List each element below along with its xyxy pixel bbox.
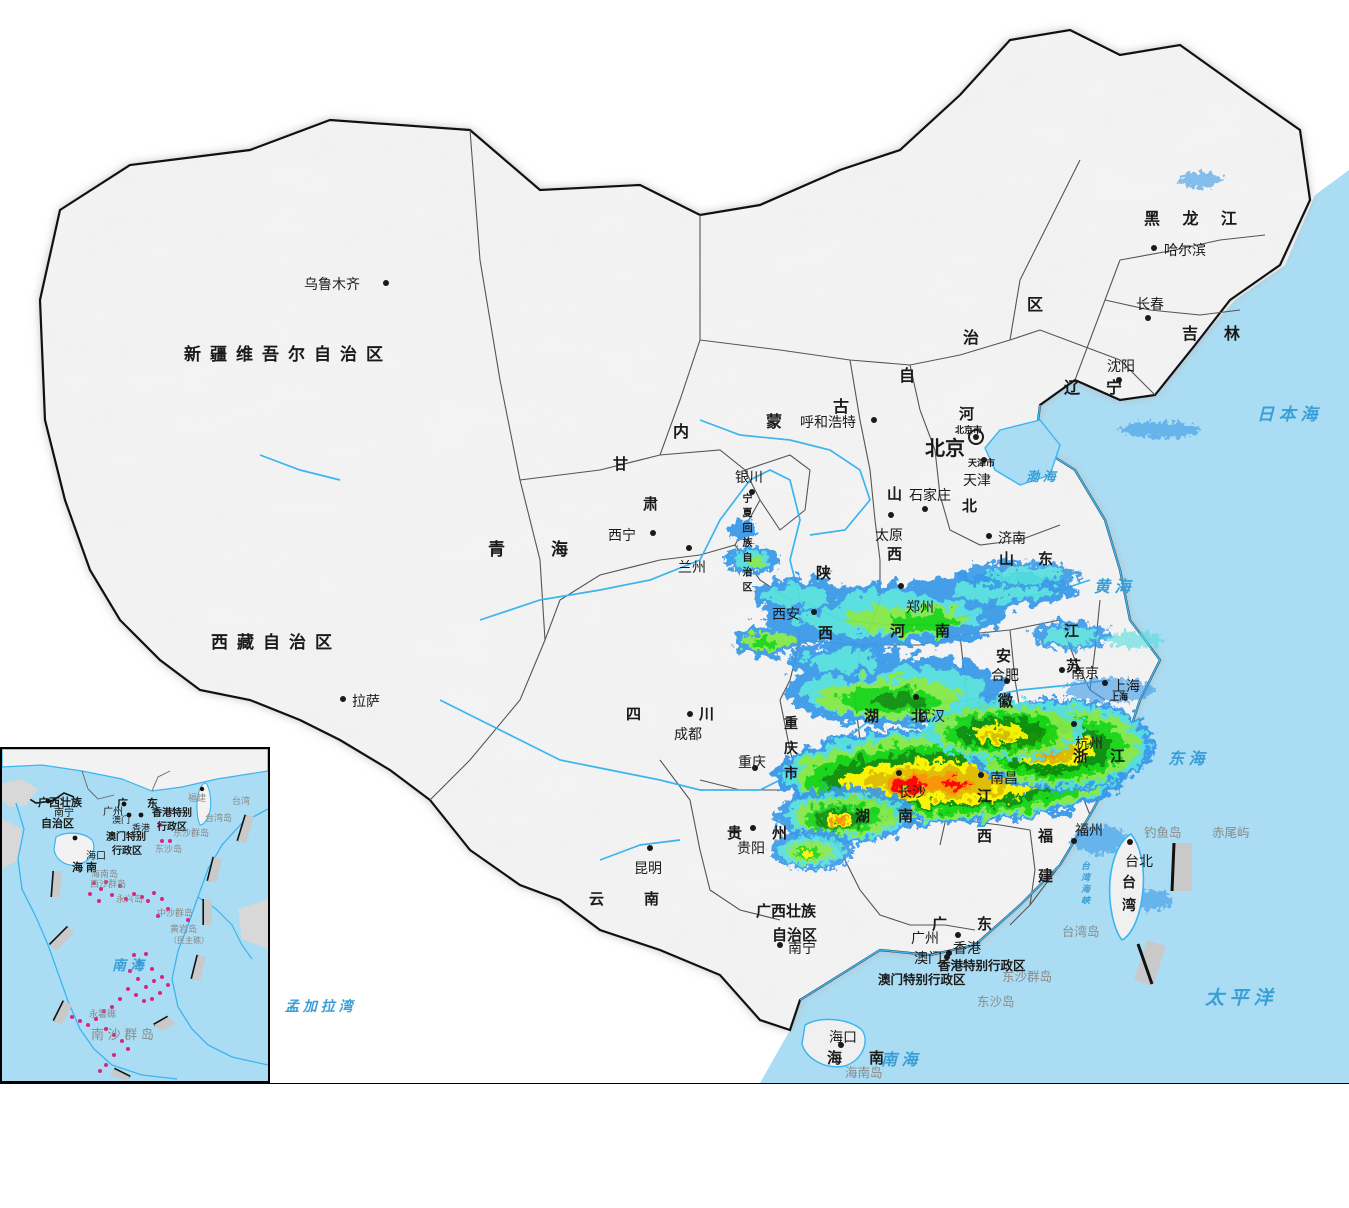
city-marker-dot xyxy=(752,765,758,771)
city-marker-dot xyxy=(1127,839,1133,845)
city-marker-dot xyxy=(922,506,928,512)
nine-dash-shadow xyxy=(50,815,254,1081)
city-marker-dot xyxy=(383,280,389,286)
bohai-bay xyxy=(984,419,1061,486)
city-marker-dot xyxy=(955,932,961,938)
maritime-boundary-marks xyxy=(1134,842,1192,987)
inset-svg xyxy=(2,749,268,1081)
city-marker-dot xyxy=(777,942,783,948)
city-marker-dot xyxy=(1145,315,1151,321)
echo-hubei xyxy=(785,642,1005,725)
echo-jiangsu xyxy=(960,562,1110,649)
city-marker-dot xyxy=(981,457,987,463)
echo-guizhou xyxy=(775,787,915,843)
city-marker-dot xyxy=(896,770,902,776)
echo-gansu xyxy=(724,520,780,574)
city-marker-dot xyxy=(978,772,984,778)
city-marker-dot xyxy=(888,512,894,518)
city-marker-dot xyxy=(946,950,952,956)
city-marker-dot xyxy=(913,694,919,700)
city-marker-dot xyxy=(968,429,984,445)
city-marker-dot xyxy=(340,696,346,702)
city-marker-dot xyxy=(1151,245,1157,251)
city-marker-dot xyxy=(1071,838,1077,844)
city-marker-dot xyxy=(1004,678,1010,684)
taiwan-island xyxy=(1108,832,1145,942)
city-marker-dot xyxy=(811,609,817,615)
south-china-sea-inset[interactable]: 广西壮族 自治区广东福建 台湾 南宁 广州 澳门 香港 香港特别 行政区 澳门特别 行政区 台湾岛 东沙… xyxy=(0,747,270,1083)
city-marker-dot xyxy=(1071,721,1077,727)
radar-echo-layer xyxy=(724,172,1222,910)
city-marker-dot xyxy=(1059,667,1065,673)
city-marker-dot xyxy=(750,825,756,831)
city-marker-dot xyxy=(749,489,755,495)
city-marker-dot xyxy=(944,954,950,960)
city-marker-dot xyxy=(647,845,653,851)
city-marker-dot xyxy=(686,545,692,551)
island-dots xyxy=(70,823,190,1073)
city-marker-dot xyxy=(1116,377,1122,383)
city-marker-dot xyxy=(1102,680,1108,686)
city-marker-dot xyxy=(871,417,877,423)
city-marker-dot xyxy=(650,530,656,536)
ocean-water xyxy=(760,170,1349,1083)
legend-panel: 全国雷达拼图 [2025-02-20 12:30:00] [ 组合反射率 ] d… xyxy=(0,1083,1349,1208)
city-marker-dot xyxy=(898,583,904,589)
echo-guangxi xyxy=(770,830,854,870)
map-canvas[interactable]: 新疆维吾尔自治区 西藏自治区青海内蒙古自治区黑 龙 江吉林辽宁甘肃宁 夏 回 族 … xyxy=(0,0,1349,1083)
city-marker-dot xyxy=(687,711,693,717)
city-marker-dot xyxy=(838,1042,844,1048)
echo-henan xyxy=(734,572,1075,656)
echo-jiangxi-north xyxy=(925,700,1085,760)
city-marker-dot xyxy=(986,533,992,539)
hainan-island xyxy=(801,1018,866,1068)
